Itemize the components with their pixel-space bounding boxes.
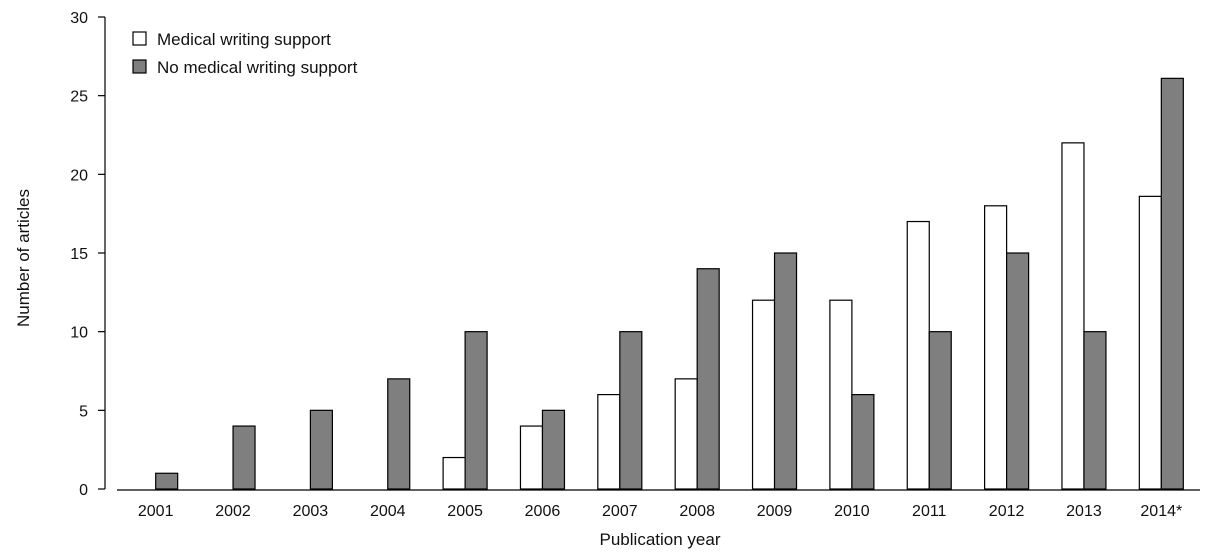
x-tick-label: 2007 [602, 503, 638, 520]
bar-medical-writing-support [906, 220, 930, 490]
y-tick-label: 20 [70, 167, 88, 184]
legend-swatch [132, 31, 147, 46]
bar-no-medical-writing-support [1006, 252, 1030, 490]
x-tick-label: 2011 [912, 503, 947, 520]
x-tick-label: 2004 [370, 503, 406, 520]
x-tick-label: 2010 [834, 503, 870, 520]
x-tick-label: 2002 [215, 503, 251, 520]
bar-no-medical-writing-support [619, 331, 643, 490]
bar-medical-writing-support [1061, 142, 1085, 490]
y-axis-title: Number of articles [14, 189, 33, 327]
x-tick-label: 2006 [525, 503, 561, 520]
bar-medical-writing-support [751, 299, 776, 490]
x-tick-label: 2012 [989, 503, 1025, 520]
x-axis: 2001 2002 2003 2004 2005 2006 2007 2008 2009 2010… [117, 489, 1200, 520]
bar-no-medical-writing-support [773, 252, 798, 490]
bars [155, 77, 1184, 490]
bar-no-medical-writing-support [464, 331, 488, 490]
y-tick-label: 15 [70, 246, 88, 263]
bar-no-medical-writing-support [696, 268, 720, 490]
bar-medical-writing-support [984, 205, 1008, 490]
legend-label: Medical writing support [157, 30, 331, 49]
y-tick-label: 5 [79, 403, 88, 420]
x-tick-label: 2003 [293, 503, 329, 520]
bar-medical-writing-support [1138, 195, 1162, 490]
x-tick-label: 2008 [679, 503, 715, 520]
bar-medical-writing-support [674, 378, 698, 490]
y-tick-label: 0 [79, 482, 88, 499]
bar-medical-writing-support [442, 456, 466, 490]
bar-no-medical-writing-support [232, 425, 256, 490]
bar-no-medical-writing-support [309, 409, 333, 490]
legend-label: No medical writing support [157, 58, 358, 77]
bar-medical-writing-support [597, 394, 621, 490]
bar-medical-writing-support [519, 425, 544, 490]
y-tick-label: 25 [70, 89, 88, 106]
y-tick-label: 10 [70, 325, 88, 342]
bar-no-medical-writing-support [541, 409, 566, 490]
legend-swatch [132, 59, 147, 74]
legend: Medical writing support No medical writin… [132, 30, 358, 77]
bar-no-medical-writing-support [928, 331, 952, 490]
bar-no-medical-writing-support [155, 472, 179, 490]
bar-no-medical-writing-support [1160, 77, 1184, 490]
x-axis-title: Publication year [600, 530, 721, 549]
x-tick-label: 2005 [447, 503, 483, 520]
bar-medical-writing-support [829, 299, 853, 490]
x-tick-label: 2014* [1140, 503, 1182, 520]
x-tick-label: 2009 [757, 503, 793, 520]
x-tick-label: 2013 [1066, 503, 1102, 520]
y-axis: 0 5 10 15 20 25 30 [70, 10, 106, 499]
bar-no-medical-writing-support [1083, 331, 1107, 490]
bar-no-medical-writing-support [387, 378, 411, 490]
bar-no-medical-writing-support [851, 394, 875, 490]
x-tick-label: 2001 [138, 503, 174, 520]
y-tick-label: 30 [70, 10, 88, 27]
